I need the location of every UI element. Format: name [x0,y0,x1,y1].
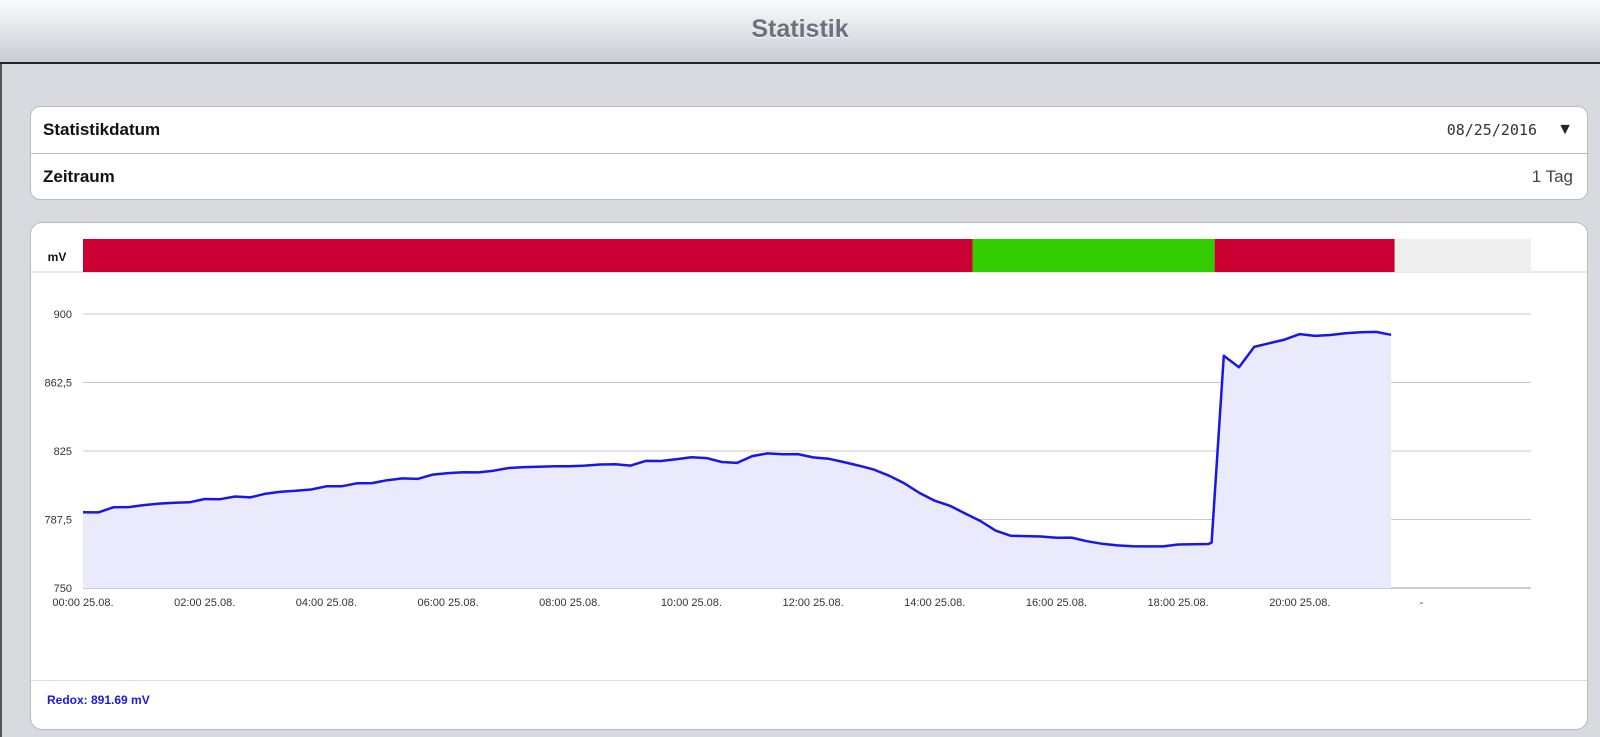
settings-panel: Statistikdatum 08/25/2016 ▼ Zeitraum 1 T… [30,106,1588,200]
y-tick-label-0: 900 [54,309,72,321]
x-tick-label-3: 06:00 25.08. [417,597,478,609]
status-segment-0 [83,239,973,272]
date-label: Statistikdatum [43,120,161,139]
status-band-unit: mV [48,250,67,264]
chart-panel: mV 900 862,5 825 787,5 750 00:00 25.08. 02:00 2… [30,222,1588,730]
title-bar: Statistik [0,0,1600,64]
y-tick-label-3: 787,5 [44,515,72,527]
x-tick-label-4: 08:00 25.08. [539,597,600,609]
date-input[interactable]: 08/25/2016 [1446,121,1537,139]
x-tick-label-1: 02:00 25.08. [174,597,235,609]
x-tick-label-10: 20:00 25.08. [1269,597,1330,609]
x-tick-label-6: 12:00 25.08. [782,597,843,609]
page-title: Statistik [751,15,849,43]
status-segment-2 [1214,239,1395,272]
x-tick-label-9: 18:00 25.08. [1148,597,1209,609]
period-value[interactable]: 1 Tag [1531,167,1573,186]
x-tick-label-5: 10:00 25.08. [661,597,722,609]
x-tick-label-0: 00:00 25.08. [52,597,113,609]
x-tick-label-11: - [1420,597,1424,609]
x-tick-label-2: 04:00 25.08. [296,597,357,609]
status-segment-3 [1394,239,1531,272]
period-row[interactable]: Zeitraum 1 Tag [31,153,1587,200]
series-line [82,330,1392,548]
y-tick-label-4: 750 [54,583,72,595]
y-tick-label-2: 825 [54,446,72,458]
redox-readout: Redox: 891.69 mV [47,693,150,707]
window-edge [0,64,2,737]
y-tick-label-1: 862,5 [44,378,72,390]
date-row[interactable]: Statistikdatum 08/25/2016 ▼ [31,107,1587,153]
redox-chart: mV 900 862,5 825 787,5 750 00:00 25.08. 02:00 2… [31,239,1587,609]
x-tick-label-7: 14:00 25.08. [904,597,965,609]
chevron-down-icon[interactable]: ▼ [1557,121,1573,138]
series-area [83,331,1392,588]
x-tick-label-8: 16:00 25.08. [1026,597,1087,609]
period-label: Zeitraum [43,167,115,186]
status-segment-1 [972,239,1215,272]
readout-divider [31,680,1587,681]
